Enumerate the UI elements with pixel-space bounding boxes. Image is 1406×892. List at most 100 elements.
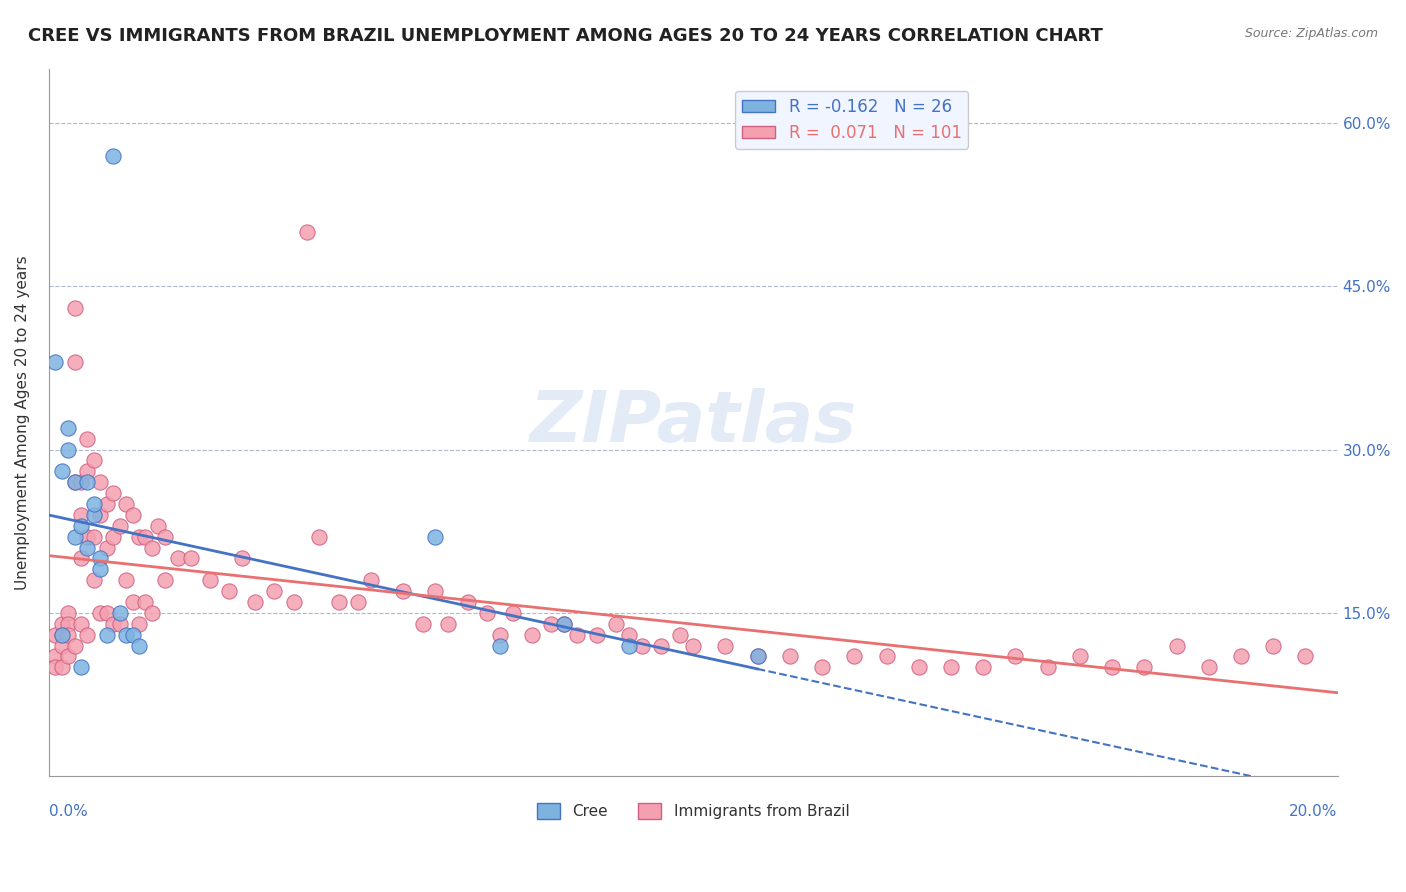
Point — [83, 497, 105, 511]
Point — [44, 627, 66, 641]
Point — [76, 432, 98, 446]
Point — [295, 225, 318, 239]
Point — [108, 606, 131, 620]
Text: 20.0%: 20.0% — [1289, 805, 1337, 820]
Point — [553, 616, 575, 631]
Point — [141, 541, 163, 555]
Point — [180, 551, 202, 566]
Point — [617, 627, 640, 641]
Point — [70, 508, 93, 522]
Point — [108, 518, 131, 533]
Point — [76, 530, 98, 544]
Point — [682, 639, 704, 653]
Point — [70, 551, 93, 566]
Point — [939, 660, 962, 674]
Point — [166, 551, 188, 566]
Text: 0.0%: 0.0% — [49, 805, 87, 820]
Point — [103, 616, 125, 631]
Point — [553, 616, 575, 631]
Point — [392, 584, 415, 599]
Point — [96, 541, 118, 555]
Point — [63, 639, 86, 653]
Point — [115, 573, 138, 587]
Point — [243, 595, 266, 609]
Point — [56, 616, 79, 631]
Point — [89, 475, 111, 490]
Point — [617, 639, 640, 653]
Point — [360, 573, 382, 587]
Point — [412, 616, 434, 631]
Point — [56, 421, 79, 435]
Point — [747, 649, 769, 664]
Point — [121, 595, 143, 609]
Point — [128, 616, 150, 631]
Point — [747, 649, 769, 664]
Point — [63, 475, 86, 490]
Point — [96, 627, 118, 641]
Point — [283, 595, 305, 609]
Point — [134, 595, 156, 609]
Point — [76, 475, 98, 490]
Text: ZIPatlas: ZIPatlas — [530, 388, 856, 457]
Point — [520, 627, 543, 641]
Point — [89, 508, 111, 522]
Point — [51, 639, 73, 653]
Text: Source: ZipAtlas.com: Source: ZipAtlas.com — [1244, 27, 1378, 40]
Point — [96, 606, 118, 620]
Point — [972, 660, 994, 674]
Point — [134, 530, 156, 544]
Point — [89, 606, 111, 620]
Point — [1198, 660, 1220, 674]
Text: CREE VS IMMIGRANTS FROM BRAZIL UNEMPLOYMENT AMONG AGES 20 TO 24 YEARS CORRELATIO: CREE VS IMMIGRANTS FROM BRAZIL UNEMPLOYM… — [28, 27, 1102, 45]
Point — [779, 649, 801, 664]
Point — [115, 627, 138, 641]
Point — [457, 595, 479, 609]
Point — [263, 584, 285, 599]
Point — [153, 573, 176, 587]
Point — [907, 660, 929, 674]
Point — [1036, 660, 1059, 674]
Point — [89, 551, 111, 566]
Point — [128, 639, 150, 653]
Point — [63, 301, 86, 315]
Point — [489, 639, 512, 653]
Point — [153, 530, 176, 544]
Point — [70, 616, 93, 631]
Point — [103, 530, 125, 544]
Point — [51, 627, 73, 641]
Point — [1069, 649, 1091, 664]
Point — [475, 606, 498, 620]
Point — [83, 530, 105, 544]
Point — [56, 606, 79, 620]
Point — [605, 616, 627, 631]
Point — [540, 616, 562, 631]
Point — [83, 573, 105, 587]
Point — [1230, 649, 1253, 664]
Point — [141, 606, 163, 620]
Point — [83, 508, 105, 522]
Point — [76, 627, 98, 641]
Point — [844, 649, 866, 664]
Y-axis label: Unemployment Among Ages 20 to 24 years: Unemployment Among Ages 20 to 24 years — [15, 255, 30, 590]
Point — [148, 518, 170, 533]
Point — [630, 639, 652, 653]
Point — [63, 530, 86, 544]
Point — [669, 627, 692, 641]
Point — [44, 649, 66, 664]
Point — [585, 627, 607, 641]
Point — [650, 639, 672, 653]
Point — [56, 442, 79, 457]
Point — [56, 627, 79, 641]
Point — [1101, 660, 1123, 674]
Point — [231, 551, 253, 566]
Point — [70, 475, 93, 490]
Point — [70, 660, 93, 674]
Point — [425, 530, 447, 544]
Point — [51, 616, 73, 631]
Point — [76, 541, 98, 555]
Point — [83, 453, 105, 467]
Point — [876, 649, 898, 664]
Point — [51, 464, 73, 478]
Point — [51, 660, 73, 674]
Point — [115, 497, 138, 511]
